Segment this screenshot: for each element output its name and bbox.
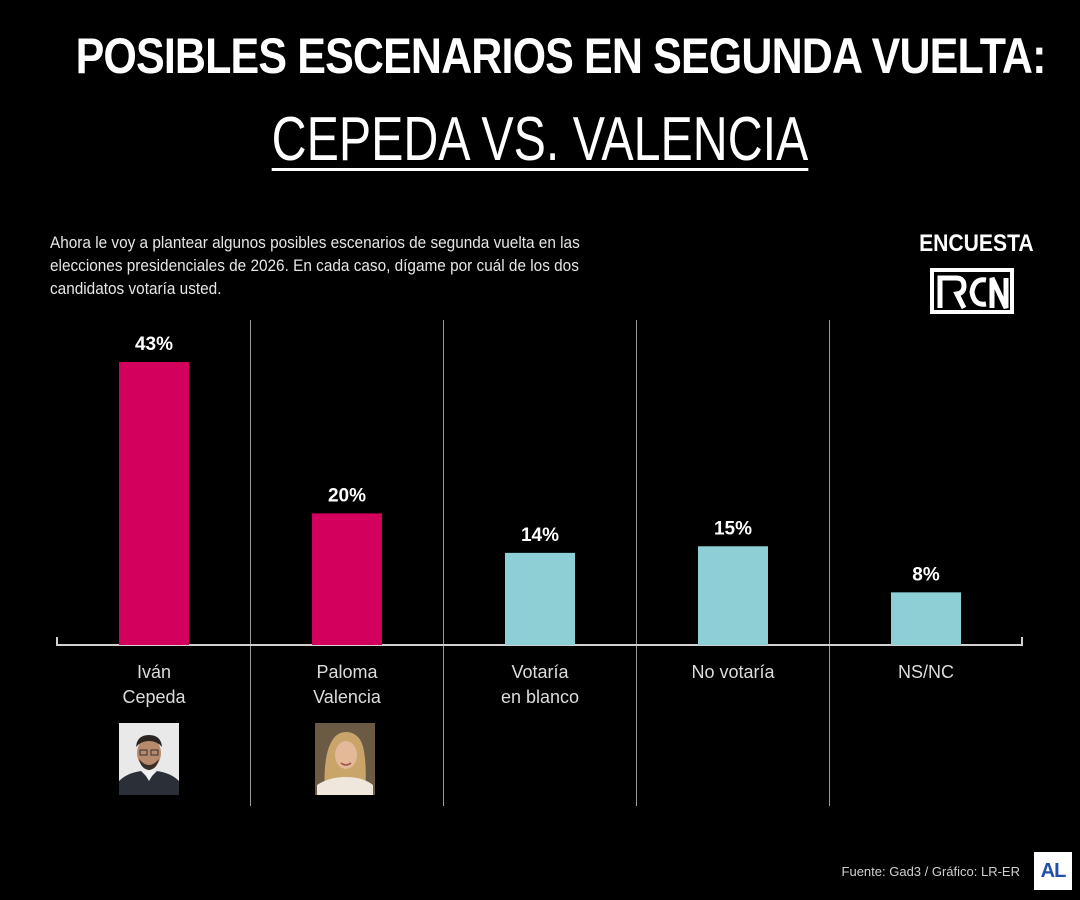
- category-label-ivan-cepeda: Iván: [137, 662, 171, 682]
- data-label-paloma-valencia: 20%: [328, 485, 366, 506]
- category-label-ns-nc: NS/NC: [898, 662, 954, 682]
- survey-question: Ahora le voy a plantear algunos posibles…: [50, 234, 580, 298]
- category-label-votaria-en-blanco: Votaría: [511, 662, 569, 682]
- photo-ivan-cepeda: [119, 723, 179, 795]
- category-label-no-votaria: No votaría: [691, 662, 775, 682]
- rcn-logo-icon: [930, 268, 1014, 314]
- category-label-paloma-valencia: Paloma: [316, 662, 378, 682]
- person-icon: [315, 723, 375, 795]
- data-label-no-votaria: 15%: [714, 518, 752, 539]
- category-label-paloma-valencia: Valencia: [313, 687, 382, 707]
- category-label-votaria-en-blanco: en blanco: [501, 687, 579, 707]
- brand-label: ENCUESTA: [919, 230, 1034, 257]
- source-note: Fuente: Gad3 / Gráfico: LR-ER: [841, 864, 1020, 879]
- bar-paloma-valencia: [312, 513, 382, 645]
- bar-no-votaria: [698, 546, 768, 645]
- category-label-ivan-cepeda: Cepeda: [122, 687, 186, 707]
- al-logo-badge: AL: [1034, 852, 1072, 890]
- photo-paloma-valencia: [315, 723, 375, 795]
- data-label-ns-nc: 8%: [912, 564, 940, 585]
- chart-subtitle-text: CEPEDA VS. VALENCIA: [271, 105, 809, 174]
- bar-ns-nc: [891, 592, 961, 645]
- data-label-ivan-cepeda: 43%: [135, 334, 173, 355]
- chart-title: POSIBLES ESCENARIOS EN SEGUNDA VUELTA:: [75, 28, 1047, 84]
- data-label-votaria-en-blanco: 14%: [521, 525, 559, 546]
- bar-votaria-en-blanco: [505, 552, 575, 645]
- person-icon: [119, 723, 179, 795]
- bar-ivan-cepeda: [119, 362, 189, 645]
- chart-subtitle: CEPEDA VS. VALENCIA: [119, 104, 961, 176]
